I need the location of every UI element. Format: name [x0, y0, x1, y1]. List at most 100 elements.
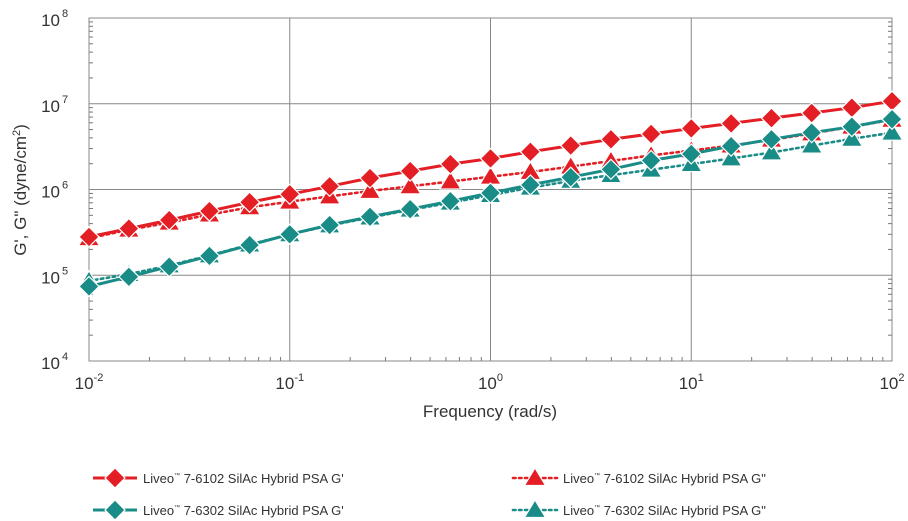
y-axis-title: G', G" (dyne/cm2) — [11, 124, 30, 256]
legend-rest: 7-6102 SilAc Hybrid PSA G" — [600, 471, 766, 486]
y-tick-exponent: 8 — [62, 8, 68, 20]
legend-label: Liveo™ 7-6302 SilAc Hybrid PSA G' — [143, 503, 344, 518]
legend-brand: Liveo — [563, 503, 594, 518]
legend-item: Liveo™ 7-6102 SilAc Hybrid PSA G' — [93, 467, 344, 489]
x-tick-base: 10 — [879, 374, 898, 393]
legend-marker-diamond — [104, 467, 126, 489]
data-point — [759, 141, 784, 161]
legend-trademark: ™ — [174, 504, 180, 511]
data-point — [519, 140, 542, 163]
data-point — [600, 158, 622, 181]
series-3 — [78, 108, 903, 298]
data-point — [238, 234, 261, 256]
x-tick-label: 10-1 — [275, 372, 304, 393]
x-tick-base: 10 — [75, 374, 94, 393]
legend-brand: Liveo — [143, 471, 174, 486]
y-tick-label: 10 — [41, 183, 60, 202]
data-point — [720, 112, 742, 135]
data-point — [600, 128, 622, 151]
data-point — [881, 90, 903, 113]
legend-label: Liveo™ 7-6302 SilAc Hybrid PSA G" — [563, 503, 766, 518]
x-tick-base: 10 — [275, 374, 294, 393]
data-point — [399, 160, 422, 182]
y-tick-exponent: 7 — [62, 94, 68, 106]
legend-label: Liveo™ 7-6102 SilAc Hybrid PSA G' — [143, 471, 344, 486]
data-point — [198, 245, 221, 267]
legend-marker-triangle — [523, 498, 547, 519]
legend-label: Liveo™ 7-6102 SilAc Hybrid PSA G" — [563, 471, 766, 486]
y-tick-base: 10 — [41, 97, 60, 116]
data-point — [399, 198, 422, 220]
data-point — [680, 117, 703, 140]
data-point — [158, 209, 181, 231]
data-point — [78, 226, 100, 248]
y-tick-base: 10 — [41, 11, 60, 30]
data-point — [318, 214, 341, 236]
data-point — [841, 96, 863, 119]
data-point — [719, 147, 743, 167]
legend-item: Liveo™ 7-6302 SilAc Hybrid PSA G' — [93, 499, 344, 521]
data-point — [800, 121, 823, 144]
data-point — [118, 265, 140, 288]
data-point — [640, 149, 662, 172]
legend-marker-diamond — [104, 499, 126, 521]
x-tick-exponent: 2 — [898, 372, 904, 384]
data-point — [640, 123, 662, 145]
y-tick-base: 10 — [41, 268, 60, 287]
x-axis-title: Frequency (rad/s) — [423, 402, 557, 421]
y-tick-exponent: 5 — [62, 265, 68, 277]
data-point — [359, 205, 381, 228]
data-point — [439, 190, 462, 213]
series-layer — [77, 90, 904, 298]
legend-rest: 7-6302 SilAc Hybrid PSA G" — [600, 503, 766, 518]
data-point — [479, 147, 502, 170]
data-point — [438, 170, 462, 190]
legend-rest: 7-6302 SilAc Hybrid PSA G' — [180, 503, 344, 518]
legend: Liveo™ 7-6102 SilAc Hybrid PSA G' Liveo™ … — [93, 466, 766, 521]
x-tick-label: 102 — [879, 372, 904, 393]
data-point — [559, 166, 582, 189]
legend-trademark: ™ — [174, 472, 180, 479]
y-tick-base: 10 — [41, 354, 60, 373]
data-point — [359, 167, 381, 189]
data-point — [880, 121, 904, 141]
data-point — [519, 174, 542, 196]
legend-item: Liveo™ 7-6102 SilAc Hybrid PSA G" — [511, 466, 766, 487]
x-tick-exponent: -2 — [94, 372, 104, 384]
plot-area-border — [88, 17, 893, 362]
legend-rest: 7-6102 SilAc Hybrid PSA G' — [180, 471, 344, 486]
data-point — [158, 255, 181, 278]
data-point — [238, 191, 261, 214]
data-point — [881, 108, 903, 131]
y-axis-title-prefix: G', G" (dyne/cm — [11, 136, 30, 256]
data-point — [680, 143, 703, 165]
x-tick-base: 10 — [478, 374, 497, 393]
y-axis-title-sup: 2 — [11, 130, 23, 136]
data-point — [118, 217, 140, 240]
y-tick-exponent: 4 — [62, 351, 68, 363]
x-tick-base: 10 — [679, 374, 698, 393]
x-tick-exponent: 0 — [497, 372, 503, 384]
legend-item: Liveo™ 7-6302 SilAc Hybrid PSA G" — [511, 498, 766, 519]
data-point — [760, 128, 783, 151]
data-point — [278, 183, 301, 206]
data-point — [800, 102, 823, 124]
x-tick-label: 10-2 — [75, 372, 104, 393]
data-point — [760, 107, 783, 129]
y-tick-label: 10 — [41, 97, 60, 116]
legend-trademark: ™ — [594, 504, 600, 511]
data-point — [559, 134, 582, 157]
y-tick-label: 10 — [41, 354, 60, 373]
x-tick-label: 101 — [679, 372, 704, 393]
x-axis-tick-labels: 10-2 10-1 100 101 102 — [75, 372, 905, 393]
y-tick-base: 10 — [41, 183, 60, 202]
data-point — [198, 200, 221, 222]
data-point — [318, 175, 341, 198]
data-point — [78, 275, 100, 298]
y-axis-title-suffix: ) — [11, 124, 30, 130]
y-tick-label: 10 — [41, 268, 60, 287]
data-point — [398, 175, 422, 195]
legend-brand: Liveo — [143, 503, 174, 518]
y-tick-exponent: 6 — [62, 180, 68, 192]
